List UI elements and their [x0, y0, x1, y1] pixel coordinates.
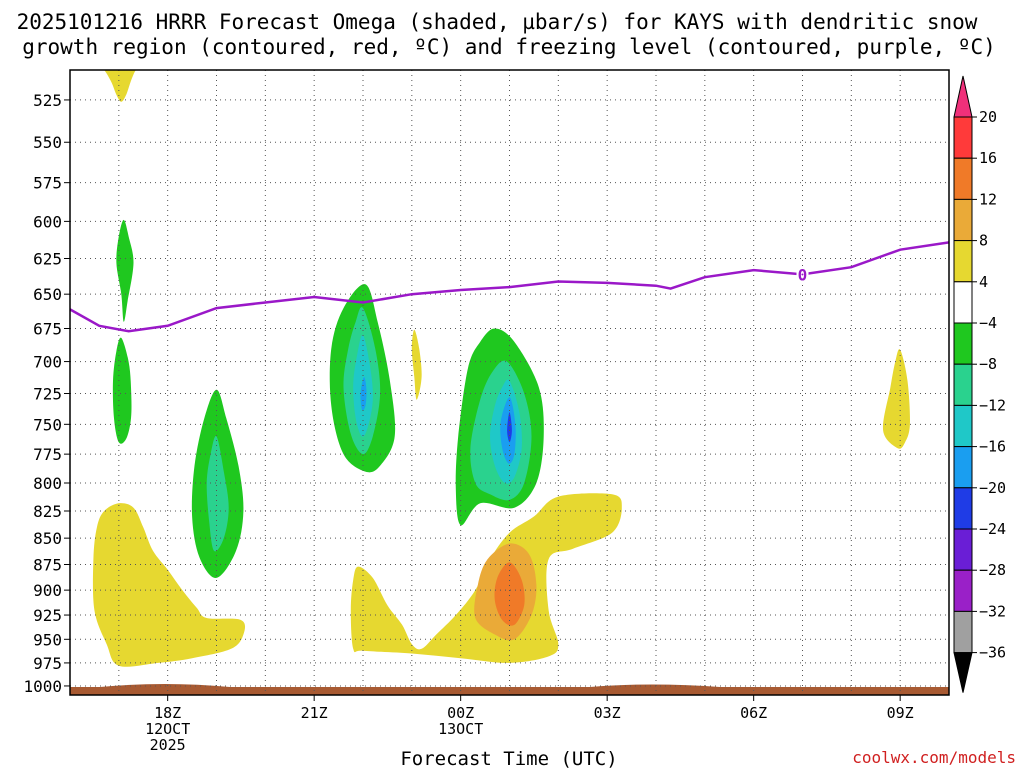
x-axis-title: Forecast Time (UTC) — [400, 748, 617, 768]
y-tick-label: 900 — [33, 581, 62, 600]
y-tick-label: 1000 — [23, 677, 62, 696]
colorbar-label: −12 — [979, 396, 1006, 414]
y-tick-label: 600 — [33, 212, 62, 231]
x-tick-label: 03Z — [594, 704, 621, 722]
colorbar-label: 4 — [979, 273, 988, 291]
omega-region — [116, 219, 134, 322]
colorbar-bottom-arrow — [953, 652, 973, 693]
colorbar-segment — [953, 487, 973, 530]
freezing-level-label: 0 — [798, 265, 808, 284]
y-tick-label: 700 — [33, 353, 62, 372]
grid-lines — [70, 70, 949, 695]
y-tick-label: 575 — [33, 174, 62, 193]
colorbar-label: −20 — [979, 479, 1006, 497]
freezing-level-line — [69, 241, 950, 333]
y-tick-label: 750 — [33, 415, 62, 434]
x-tick-label: 18Z — [154, 704, 181, 722]
y-tick-label: 525 — [33, 91, 62, 110]
credit-link[interactable]: coolwx.com/models — [852, 748, 1016, 767]
omega-region — [112, 337, 132, 444]
x-tick-label: 2025 — [150, 736, 186, 754]
omega-region — [494, 562, 525, 626]
colorbar-segment — [953, 157, 973, 200]
y-tick-label: 725 — [33, 384, 62, 403]
y-tick-label: 675 — [33, 319, 62, 338]
omega-region — [411, 329, 422, 400]
colorbar-label: −36 — [979, 644, 1006, 662]
x-tick-label: 21Z — [301, 704, 328, 722]
colorbar-segment — [953, 569, 973, 612]
omega-region — [92, 503, 246, 667]
colorbar-segment — [953, 281, 973, 324]
colorbar-label: 8 — [979, 232, 988, 250]
x-tick-label: 00Z — [447, 704, 474, 722]
colorbar-label: −16 — [979, 438, 1006, 456]
omega-shaded-regions — [92, 70, 910, 667]
colorbar-segment — [953, 610, 973, 654]
omega-region — [360, 376, 367, 411]
freezing-level-layer: 0 — [69, 241, 950, 333]
colorbar-segment — [953, 116, 973, 159]
colorbar-segment — [953, 528, 973, 571]
omega-region — [206, 435, 229, 552]
x-tick-label: 06Z — [740, 704, 767, 722]
colorbar-segment — [953, 198, 973, 242]
colorbar-label: 12 — [979, 190, 997, 208]
y-tick-label: 950 — [33, 630, 62, 649]
x-tick-label: 09Z — [887, 704, 914, 722]
colorbar-label: −4 — [979, 314, 997, 332]
y-tick-label: 625 — [33, 250, 62, 269]
y-tick-label: 975 — [33, 654, 62, 673]
colorbar-segment — [953, 363, 973, 406]
colorbar-segment — [953, 404, 973, 448]
colorbar-segment — [953, 446, 973, 489]
y-tick-label: 775 — [33, 445, 62, 464]
colorbar-segment — [953, 322, 973, 365]
y-tick-label: 825 — [33, 502, 62, 521]
x-tick-label: 13OCT — [438, 720, 483, 738]
colorbar-label: −8 — [979, 355, 997, 373]
chart-title-line-2: growth region (contoured, red, ºC) and f… — [22, 35, 996, 59]
y-tick-label: 925 — [33, 606, 62, 625]
y-tick-label: 550 — [33, 133, 62, 152]
colorbar-top-arrow — [953, 75, 973, 118]
colorbar-label: −32 — [979, 602, 1006, 620]
omega-region — [882, 349, 910, 449]
x-tick-label: 12OCT — [145, 720, 190, 738]
colorbar-segment — [953, 240, 973, 283]
y-tick-label: 875 — [33, 556, 62, 575]
y-axis-ticks: 525 550 575 600 625 650 675 700 725 750 775 800 825 8… — [23, 91, 70, 696]
plot-frame — [69, 69, 950, 696]
colorbar-label: −28 — [979, 561, 1006, 579]
colorbar: 20 16 12 8 4 −4 −8 −12 −16 −20 −24 −28 −32 −36 — [953, 75, 1006, 693]
omega-region-group — [92, 70, 910, 667]
colorbar-label: −24 — [979, 520, 1006, 538]
y-tick-label: 800 — [33, 474, 62, 493]
colorbar-label: 16 — [979, 149, 997, 167]
chart-title-line-1: 2025101216 HRRR Forecast Omega (shaded, … — [17, 10, 978, 34]
y-tick-label: 850 — [33, 529, 62, 548]
freezing-label-bg — [796, 266, 809, 283]
colorbar-label: 20 — [979, 108, 997, 126]
y-tick-label: 650 — [33, 285, 62, 304]
omega-region — [104, 70, 136, 102]
omega-region — [507, 412, 512, 443]
